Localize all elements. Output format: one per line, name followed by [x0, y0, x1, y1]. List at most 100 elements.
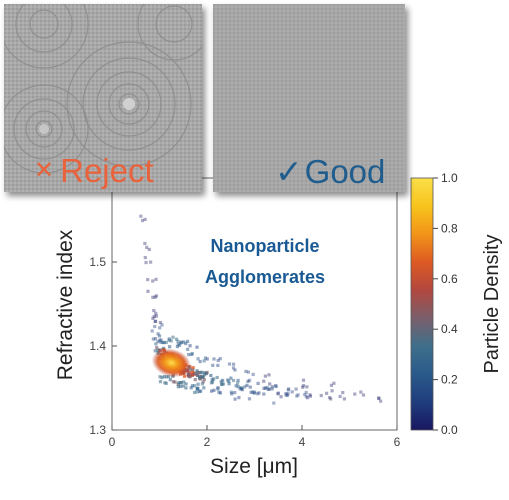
scatter-point [216, 358, 220, 363]
scatter-point [338, 394, 342, 399]
colorbar-ticks: 0.0 0.2 0.4 0.6 0.8 1.0 [433, 171, 458, 437]
scatter-point [265, 385, 269, 390]
scatter-point [169, 339, 173, 343]
scatter-point [190, 384, 195, 388]
scatter-point [232, 362, 236, 366]
scatter-point [305, 385, 309, 389]
scatter-point [154, 311, 158, 315]
scatter-point [230, 392, 234, 396]
good-label: ✓Good [275, 152, 385, 191]
scatter-point [266, 387, 270, 391]
scatter-point [262, 386, 266, 390]
x-tick-label: 4 [299, 435, 306, 449]
y-tick-label: 1.4 [89, 339, 106, 353]
scatter-point [177, 343, 182, 347]
colorbar-tick-label: 1.0 [441, 171, 458, 185]
scatter-point [153, 295, 157, 299]
scatter-point [193, 377, 197, 382]
scatter-point [247, 397, 252, 401]
scatter-point [284, 391, 288, 396]
colorbar: 0.0 0.2 0.4 0.6 0.8 1.0 [410, 171, 458, 437]
scatter-point [174, 337, 179, 341]
check-mark-icon: ✓ [275, 153, 303, 190]
colorbar-tick-label: 0.0 [441, 423, 458, 437]
good-text: Good [304, 153, 386, 190]
scatter-point [304, 395, 308, 399]
scatter-point [147, 247, 151, 252]
scatter-point [162, 340, 166, 345]
scatter-point [267, 387, 271, 391]
scatter-point [270, 385, 275, 389]
scatter-point [191, 366, 195, 370]
scatter-point [184, 386, 188, 390]
scatter-point [187, 353, 191, 357]
scatter-point [177, 381, 181, 385]
scatter-point [146, 278, 150, 282]
scatter-point [227, 379, 231, 383]
scatter-point [155, 346, 159, 350]
scatter-point [240, 388, 244, 392]
scatter-point [276, 391, 280, 395]
scatter-point [202, 359, 206, 363]
y-tick-label: 1.3 [89, 423, 106, 437]
scatter-point [246, 370, 250, 374]
scatter-point [195, 373, 200, 377]
scatter-point [181, 384, 185, 388]
scatter-point [218, 357, 222, 361]
scatter-point [279, 395, 283, 399]
scatter-point [216, 387, 220, 391]
annotation-line-1: Nanoparticle [210, 236, 320, 256]
colorbar-tick-label: 0.8 [441, 221, 458, 235]
scatter-point [295, 394, 299, 398]
scatter-point [267, 373, 271, 377]
scatter-point [262, 379, 266, 383]
scatter-point [158, 326, 162, 330]
scatter-point [204, 372, 208, 376]
reject-hologram-texture [4, 4, 202, 192]
scatter-point [157, 334, 162, 338]
scatter-point [202, 373, 206, 377]
scatter-point [324, 391, 329, 395]
scatter-point [151, 337, 155, 341]
scatter-point [154, 314, 158, 318]
colorbar-tick-label: 0.4 [441, 322, 458, 336]
scatter-point [154, 294, 158, 298]
scatter-point [144, 260, 148, 265]
scatter-point [319, 393, 323, 398]
scatter-points [139, 214, 383, 405]
scatter-point [329, 397, 333, 401]
plot-frame [111, 177, 398, 431]
scatter-point [285, 393, 289, 398]
scatter-point [209, 373, 213, 378]
scatter-point [164, 340, 168, 345]
scatter-point [342, 397, 346, 401]
scatter-point [221, 382, 225, 386]
scatter-point [195, 345, 199, 349]
scatter-point [193, 371, 197, 375]
scatter-point [361, 393, 366, 397]
scatter-point [158, 338, 162, 343]
scatter-point [256, 392, 260, 396]
scatter-point [200, 370, 204, 374]
scatter-point [198, 359, 202, 364]
scatter-point [195, 370, 199, 375]
scatter-point [149, 260, 153, 264]
scatter-point [200, 382, 204, 386]
scatter-point [216, 363, 220, 368]
scatter-point [168, 345, 172, 349]
scatter-point [233, 368, 237, 372]
scatter-point [193, 384, 197, 388]
x-tick-label: 0 [109, 435, 116, 449]
y-axis-label: Refractive index [54, 229, 77, 380]
scatter-point [286, 388, 290, 392]
scatter-point [211, 363, 215, 367]
scatter-point [158, 320, 163, 325]
scatter-point [152, 308, 156, 313]
scatter-point [152, 314, 156, 319]
x-mark-icon: ✕ [34, 157, 55, 184]
scatter-point [209, 389, 214, 393]
scatter-point [247, 378, 252, 382]
scatter-point [168, 378, 172, 382]
scatter-point [195, 390, 199, 394]
scatter-point [379, 399, 383, 403]
